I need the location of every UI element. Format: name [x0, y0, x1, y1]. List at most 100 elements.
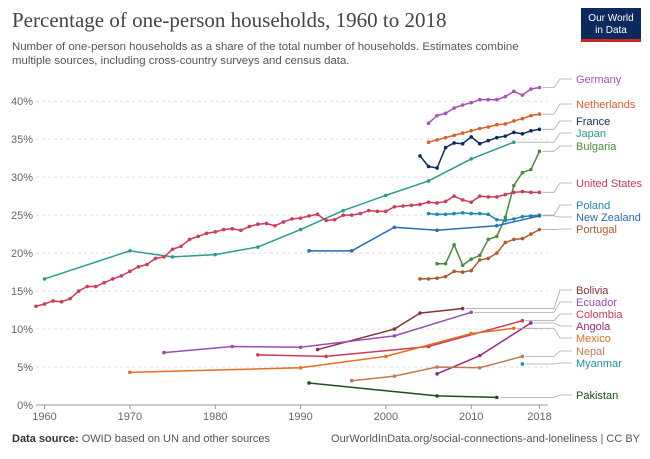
data-point	[264, 221, 269, 226]
data-point	[358, 211, 363, 216]
data-point	[324, 218, 328, 223]
legend-label: Portugal	[576, 224, 617, 236]
data-point	[520, 116, 525, 121]
data-point	[68, 296, 72, 301]
data-point	[281, 220, 286, 224]
x-tick-label: 2018	[527, 411, 551, 423]
data-point	[537, 149, 542, 154]
chart-subtitle: Number of one-person households as a sha…	[12, 41, 519, 67]
data-point	[452, 269, 456, 274]
legend-connector	[525, 362, 572, 365]
legend-connector	[499, 394, 572, 398]
data-point	[435, 261, 439, 266]
data-point	[460, 270, 465, 274]
owid-logo[interactable]: Our World in Data	[581, 8, 641, 42]
data-point	[435, 113, 439, 118]
data-point	[435, 276, 439, 280]
data-point	[426, 277, 431, 281]
legend-connector	[542, 215, 572, 218]
data-point	[119, 274, 124, 278]
data-point	[315, 212, 320, 217]
data-point	[452, 194, 456, 198]
data-point	[443, 199, 448, 204]
data-point	[247, 224, 252, 229]
data-point	[477, 211, 482, 216]
legend-connector	[542, 78, 572, 88]
y-tick-label: 10%	[11, 324, 33, 336]
data-point	[213, 230, 217, 234]
legend-label: Colombia	[576, 309, 623, 321]
data-point	[512, 130, 516, 135]
data-point	[401, 204, 405, 208]
data-point	[503, 134, 508, 138]
logo-line-1: Our World	[588, 13, 634, 24]
data-point	[298, 345, 303, 350]
data-point	[426, 200, 431, 205]
data-point	[162, 350, 166, 355]
data-point	[503, 192, 508, 197]
data-point	[170, 247, 175, 252]
data-point	[486, 212, 491, 217]
data-point	[512, 190, 516, 195]
legend-label: New Zealand	[576, 212, 641, 224]
data-point	[520, 93, 525, 97]
legend-label: Ecuador	[576, 297, 617, 309]
data-point	[495, 97, 499, 102]
legend-label: Japan	[576, 128, 606, 140]
data-point	[460, 211, 465, 215]
data-point	[529, 321, 533, 325]
data-point	[452, 106, 456, 110]
data-point	[230, 226, 235, 231]
data-point	[341, 208, 346, 213]
footer-url[interactable]: OurWorldInData.org/social-connections-an…	[331, 433, 640, 445]
data-point	[256, 245, 260, 249]
data-point	[221, 227, 226, 232]
data-point	[426, 121, 431, 126]
y-tick-label: 30%	[11, 172, 33, 184]
data-point	[486, 97, 491, 102]
data-point	[529, 190, 533, 195]
y-tick-label: 35%	[11, 134, 33, 146]
legend-label: Nepal	[576, 346, 605, 358]
axes: 0% 5% 10% 15% 20% 25% 30% 35% 40% 1960 1970 1980 199…	[11, 96, 552, 423]
data-point	[85, 284, 89, 289]
data-point	[435, 365, 439, 369]
data-point	[239, 228, 243, 233]
data-point	[512, 89, 516, 94]
legend-connector	[525, 350, 572, 357]
legend-label: Netherlands	[576, 99, 636, 111]
data-point	[418, 202, 422, 207]
data-point	[512, 183, 516, 188]
data-point	[495, 122, 499, 127]
logo-line-2: in Data	[595, 25, 627, 36]
data-point	[42, 277, 47, 281]
data-point	[42, 302, 47, 306]
x-tick-label: 2010	[459, 411, 483, 423]
data-point	[418, 154, 422, 158]
data-point	[537, 112, 542, 116]
data-point	[435, 201, 439, 205]
data-point	[460, 131, 465, 135]
data-point	[469, 257, 474, 261]
data-point	[537, 85, 542, 90]
data-point	[537, 127, 542, 132]
data-point	[452, 211, 456, 216]
data-point	[187, 237, 192, 242]
data-point	[409, 203, 414, 208]
legend-label: Pakistan	[576, 390, 618, 402]
data-point	[495, 234, 499, 239]
legend-label: Bolivia	[576, 285, 609, 297]
data-point	[435, 228, 439, 233]
data-point	[367, 208, 371, 213]
y-tick-label: 25%	[11, 210, 33, 222]
data-point	[153, 256, 158, 261]
data-point	[477, 253, 482, 258]
data-point	[435, 212, 439, 217]
data-point	[290, 217, 294, 221]
data-point	[256, 222, 260, 227]
data-point	[59, 299, 64, 304]
data-point	[128, 249, 132, 253]
data-point	[392, 374, 397, 378]
data-point	[469, 157, 474, 161]
legend-connector	[474, 301, 572, 313]
